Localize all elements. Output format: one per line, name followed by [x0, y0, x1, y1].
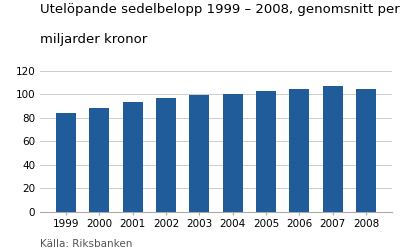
Bar	[256, 91, 276, 212]
Bar	[323, 86, 343, 212]
Bar	[189, 95, 209, 212]
Text: miljarder kronor: miljarder kronor	[40, 33, 147, 46]
Bar	[89, 108, 109, 212]
Text: Källa: Riksbanken: Källa: Riksbanken	[40, 239, 132, 249]
Bar	[123, 102, 143, 212]
Bar	[56, 113, 76, 212]
Bar	[289, 89, 309, 212]
Bar	[156, 98, 176, 212]
Bar	[223, 94, 243, 212]
Bar	[356, 89, 376, 212]
Text: Utelöpande sedelbelopp 1999 – 2008, genomsnitt per år,: Utelöpande sedelbelopp 1999 – 2008, geno…	[40, 3, 400, 16]
